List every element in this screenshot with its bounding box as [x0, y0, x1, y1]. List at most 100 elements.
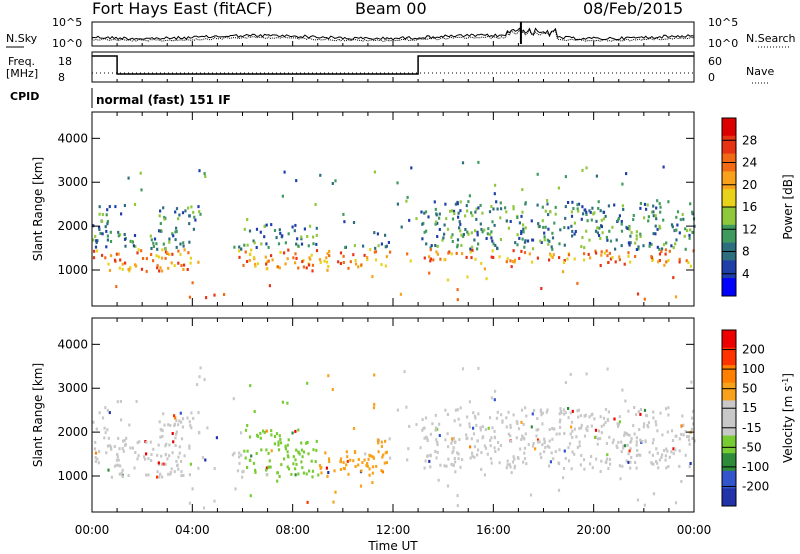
- data-cell: [548, 428, 551, 432]
- data-cell: [509, 220, 512, 223]
- data-cell: [425, 229, 428, 233]
- data-cell: [134, 451, 137, 454]
- data-cell: [275, 236, 278, 240]
- data-cell: [459, 229, 462, 233]
- data-cell: [173, 414, 176, 418]
- data-cell: [523, 437, 526, 441]
- data-cell: [176, 464, 179, 468]
- data-cell: [505, 425, 508, 429]
- data-cell: [104, 256, 107, 260]
- data-cell: [325, 256, 328, 260]
- data-cell: [647, 219, 650, 223]
- data-cell: [599, 470, 602, 473]
- data-cell: [676, 210, 680, 214]
- data-cell: [315, 448, 318, 452]
- data-cell: [569, 432, 572, 436]
- data-cell: [180, 264, 183, 268]
- data-cell: [537, 428, 540, 432]
- data-cell: [546, 408, 549, 412]
- data-cell: [400, 225, 403, 229]
- data-cell: [373, 170, 376, 174]
- data-cell: [423, 230, 426, 234]
- data-cell: [445, 217, 448, 221]
- data-cell: [660, 249, 663, 253]
- data-cell: [639, 206, 642, 210]
- data-cell: [600, 431, 603, 435]
- data-cell: [582, 212, 585, 216]
- data-cell: [277, 443, 280, 447]
- data-cell: [385, 244, 388, 248]
- data-cell: [474, 210, 477, 214]
- data-cell: [95, 241, 98, 244]
- data-cell: [662, 165, 665, 169]
- data-cell: [606, 238, 609, 242]
- data-cell: [505, 466, 508, 470]
- y-tick-label: 1000: [57, 469, 88, 483]
- y-tick-label: 2000: [57, 425, 88, 439]
- data-cell: [494, 244, 497, 247]
- data-cell: [435, 456, 438, 460]
- data-cell: [464, 228, 467, 231]
- data-cell: [301, 455, 304, 459]
- data-cell: [588, 415, 591, 419]
- data-cell: [513, 258, 517, 262]
- data-cell: [470, 211, 473, 215]
- data-cell: [376, 438, 379, 442]
- x-tick-label: 04:00: [175, 523, 210, 537]
- data-cell: [294, 252, 297, 256]
- data-cell: [441, 238, 444, 242]
- data-cell: [611, 256, 614, 259]
- data-cell: [563, 226, 566, 229]
- data-cell: [495, 200, 498, 204]
- data-cell: [635, 443, 638, 447]
- data-cell: [691, 416, 694, 420]
- data-cell: [143, 455, 146, 459]
- data-cell: [553, 221, 556, 225]
- data-cell: [360, 469, 363, 473]
- data-cell: [643, 202, 647, 206]
- data-cell: [421, 418, 424, 422]
- data-cell: [140, 267, 144, 271]
- data-cell: [652, 232, 655, 236]
- data-cell: [521, 436, 524, 440]
- data-cell: [265, 242, 268, 246]
- data-cell: [593, 211, 596, 215]
- data-cell: [120, 212, 123, 216]
- data-cell: [352, 221, 356, 224]
- colorbar-tick-label: 24: [742, 156, 757, 170]
- data-cell: [246, 449, 249, 453]
- data-cell: [117, 230, 120, 234]
- data-cell: [471, 454, 474, 458]
- data-cell: [487, 227, 490, 231]
- data-cell: [472, 426, 475, 430]
- data-cell: [424, 416, 428, 420]
- data-cell: [469, 247, 472, 251]
- data-cell: [95, 239, 98, 243]
- data-cell: [315, 233, 318, 237]
- data-cell: [544, 225, 547, 229]
- data-cell: [104, 406, 107, 410]
- data-cell: [264, 255, 267, 259]
- data-cell: [320, 471, 323, 475]
- data-cell: [152, 245, 155, 248]
- data-cell: [438, 422, 441, 426]
- data-cell: [680, 480, 683, 483]
- data-cell: [524, 432, 527, 436]
- data-cell: [692, 409, 695, 413]
- data-cell: [600, 253, 603, 257]
- data-cell: [315, 439, 318, 443]
- data-cell: [647, 421, 650, 425]
- data-cell: [453, 212, 456, 215]
- data-cell: [585, 166, 588, 170]
- data-cell: [115, 285, 118, 289]
- data-cell: [117, 463, 120, 467]
- y-tick-label: 4000: [57, 131, 88, 145]
- data-cell: [600, 218, 603, 222]
- data-cell: [563, 432, 566, 435]
- data-cell: [629, 447, 632, 451]
- data-cell: [157, 443, 160, 447]
- data-cell: [241, 470, 244, 474]
- data-cell: [655, 447, 658, 451]
- data-cell: [650, 242, 653, 246]
- data-cell: [450, 462, 453, 466]
